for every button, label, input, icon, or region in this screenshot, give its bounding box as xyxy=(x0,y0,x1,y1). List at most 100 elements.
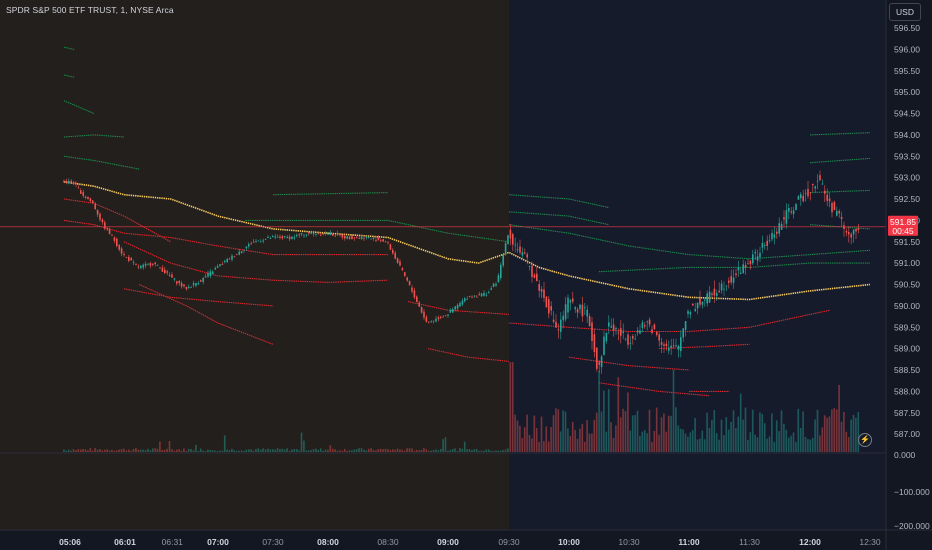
candle-body xyxy=(725,285,728,287)
volume-bar xyxy=(149,450,152,452)
candle-body xyxy=(828,198,831,202)
candle-body xyxy=(87,196,89,200)
candle-body xyxy=(783,217,785,220)
candle-body xyxy=(752,254,754,264)
candle-body xyxy=(68,180,70,184)
candle-body xyxy=(281,236,284,239)
candle-body xyxy=(545,296,548,308)
volume-bar xyxy=(87,450,89,452)
candle-body xyxy=(574,307,576,310)
symbol-legend[interactable]: SPDR S&P 500 ETF TRUST, 1, NYSE Arca xyxy=(6,5,174,15)
volume-bar xyxy=(190,449,192,452)
volume-bar xyxy=(823,415,826,452)
volume-bar xyxy=(655,407,658,452)
volume-bar xyxy=(603,390,605,452)
vwap-bands xyxy=(63,46,871,397)
volume-bar xyxy=(389,449,392,452)
upper-band-line xyxy=(809,132,871,136)
volume-bar xyxy=(82,448,84,452)
candle-body xyxy=(543,289,545,298)
time-tick-label: 10:00 xyxy=(558,537,580,547)
volume-bar xyxy=(730,421,732,452)
candle-body xyxy=(432,320,435,322)
premarket-session-background xyxy=(0,0,509,530)
volume-bar xyxy=(502,450,504,452)
candle-body xyxy=(699,298,701,305)
volume-bar xyxy=(516,420,519,452)
candle-body xyxy=(202,277,204,283)
volume-bar xyxy=(559,431,562,452)
candle-body xyxy=(272,236,274,238)
candle-body xyxy=(826,194,828,201)
volume-axis: 0.000 −100.000 −200.000 xyxy=(894,450,930,531)
volume-bar xyxy=(689,432,692,452)
price-tick-label: 591.00 xyxy=(894,258,920,268)
candle-body xyxy=(293,237,296,239)
volume-bar xyxy=(228,449,231,452)
regular-session-background xyxy=(509,0,886,530)
candle-body xyxy=(704,299,706,301)
candle-body xyxy=(197,283,200,285)
candle-body xyxy=(728,280,730,283)
volume-bar xyxy=(663,413,665,452)
volume-bar xyxy=(187,448,190,452)
candle-body xyxy=(250,243,252,245)
volume-bar xyxy=(535,428,538,452)
lightning-icon[interactable]: ⚡ xyxy=(858,433,872,447)
volume-bar xyxy=(154,448,156,452)
candle-body xyxy=(152,263,154,265)
candle-body xyxy=(800,194,802,199)
candle-body xyxy=(240,251,243,254)
currency-button[interactable]: USD xyxy=(889,3,921,21)
candle-body xyxy=(804,192,807,194)
volume-bar xyxy=(192,450,195,452)
candle-body xyxy=(164,269,166,274)
volume-bar xyxy=(571,421,574,452)
volume-bar xyxy=(521,438,524,452)
candle-body xyxy=(346,236,348,239)
lower-band-line xyxy=(123,241,389,283)
volume-bar xyxy=(816,409,819,452)
upper-band-line xyxy=(809,189,871,194)
candle-body xyxy=(228,258,231,260)
volume-bar xyxy=(403,450,406,452)
volume-bar xyxy=(327,449,329,452)
time-tick-label: 09:00 xyxy=(437,537,459,547)
volume-bar xyxy=(387,449,389,452)
price-tick-label: 593.50 xyxy=(894,151,920,161)
volume-bar xyxy=(523,427,526,452)
volume-bar xyxy=(295,448,298,452)
candle-body xyxy=(411,287,413,292)
candle-body xyxy=(303,235,305,237)
price-tick-label: 592.50 xyxy=(894,194,920,204)
volume-bar xyxy=(336,450,339,452)
volume-bar xyxy=(329,445,332,452)
volume-bar xyxy=(394,449,396,452)
volume-bar xyxy=(569,436,572,452)
candle-body xyxy=(372,237,375,239)
candle-body xyxy=(521,252,524,256)
candle-body xyxy=(214,267,216,270)
time-tick-label: 05:06 xyxy=(59,537,81,547)
candle-body xyxy=(754,251,756,254)
candle-body xyxy=(353,237,356,239)
price-tick-label: 590.50 xyxy=(894,280,920,290)
volume-bar xyxy=(420,449,423,452)
volume-bar xyxy=(636,410,639,452)
lower-band-line xyxy=(63,198,171,243)
candle-body xyxy=(209,271,212,277)
volume-bar xyxy=(108,450,111,452)
volume-bar xyxy=(768,436,771,452)
volume-bar xyxy=(610,422,612,452)
volume-bar xyxy=(593,419,596,452)
candle-body xyxy=(764,245,766,247)
candle-body xyxy=(646,321,648,323)
candle-body xyxy=(464,298,466,302)
volume-bar xyxy=(406,448,408,452)
volume-bar xyxy=(552,415,555,452)
candle-body xyxy=(600,356,603,368)
volume-bar xyxy=(749,432,752,452)
candle-body xyxy=(651,329,653,334)
lower-band-line xyxy=(427,348,510,362)
